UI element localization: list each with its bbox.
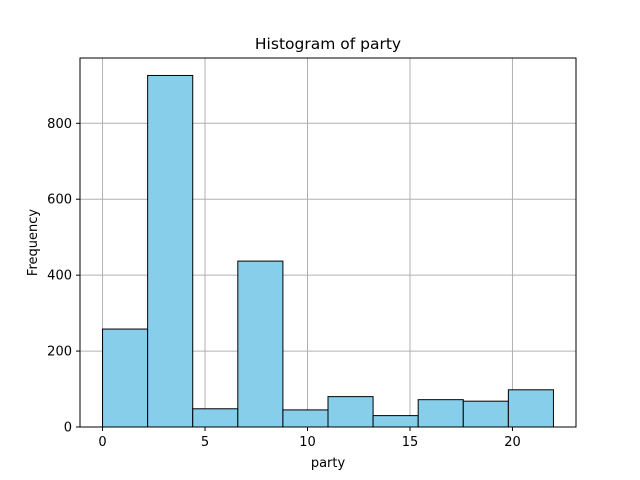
histogram-bar	[237, 260, 284, 428]
histogram-bar	[417, 399, 464, 428]
chart-title: Histogram of party	[255, 35, 401, 53]
y-tick-label: 200	[47, 345, 72, 360]
x-axis-label: party	[311, 456, 346, 471]
y-tick-label: 400	[47, 269, 72, 284]
histogram-bar	[147, 74, 194, 428]
plot-frame	[79, 57, 577, 428]
y-tick-label: 600	[47, 193, 72, 208]
histogram-bars	[102, 74, 554, 428]
histogram-bar	[282, 409, 329, 428]
histogram-bar	[327, 396, 374, 428]
y-tick-label: 800	[47, 117, 72, 132]
y-tick-label: 0	[64, 421, 72, 436]
histogram-bar	[462, 400, 509, 428]
histogram-bar	[192, 408, 239, 428]
histogram-bar	[507, 389, 554, 428]
histogram-bar	[372, 415, 419, 428]
x-tick-label: 15	[402, 435, 419, 450]
x-tick-label: 20	[504, 435, 521, 450]
x-tick-label: 0	[98, 435, 106, 450]
y-axis-label: Frequency	[26, 209, 41, 276]
x-tick-label: 10	[299, 435, 316, 450]
histogram-bar	[102, 328, 149, 428]
x-tick-label: 5	[201, 435, 209, 450]
